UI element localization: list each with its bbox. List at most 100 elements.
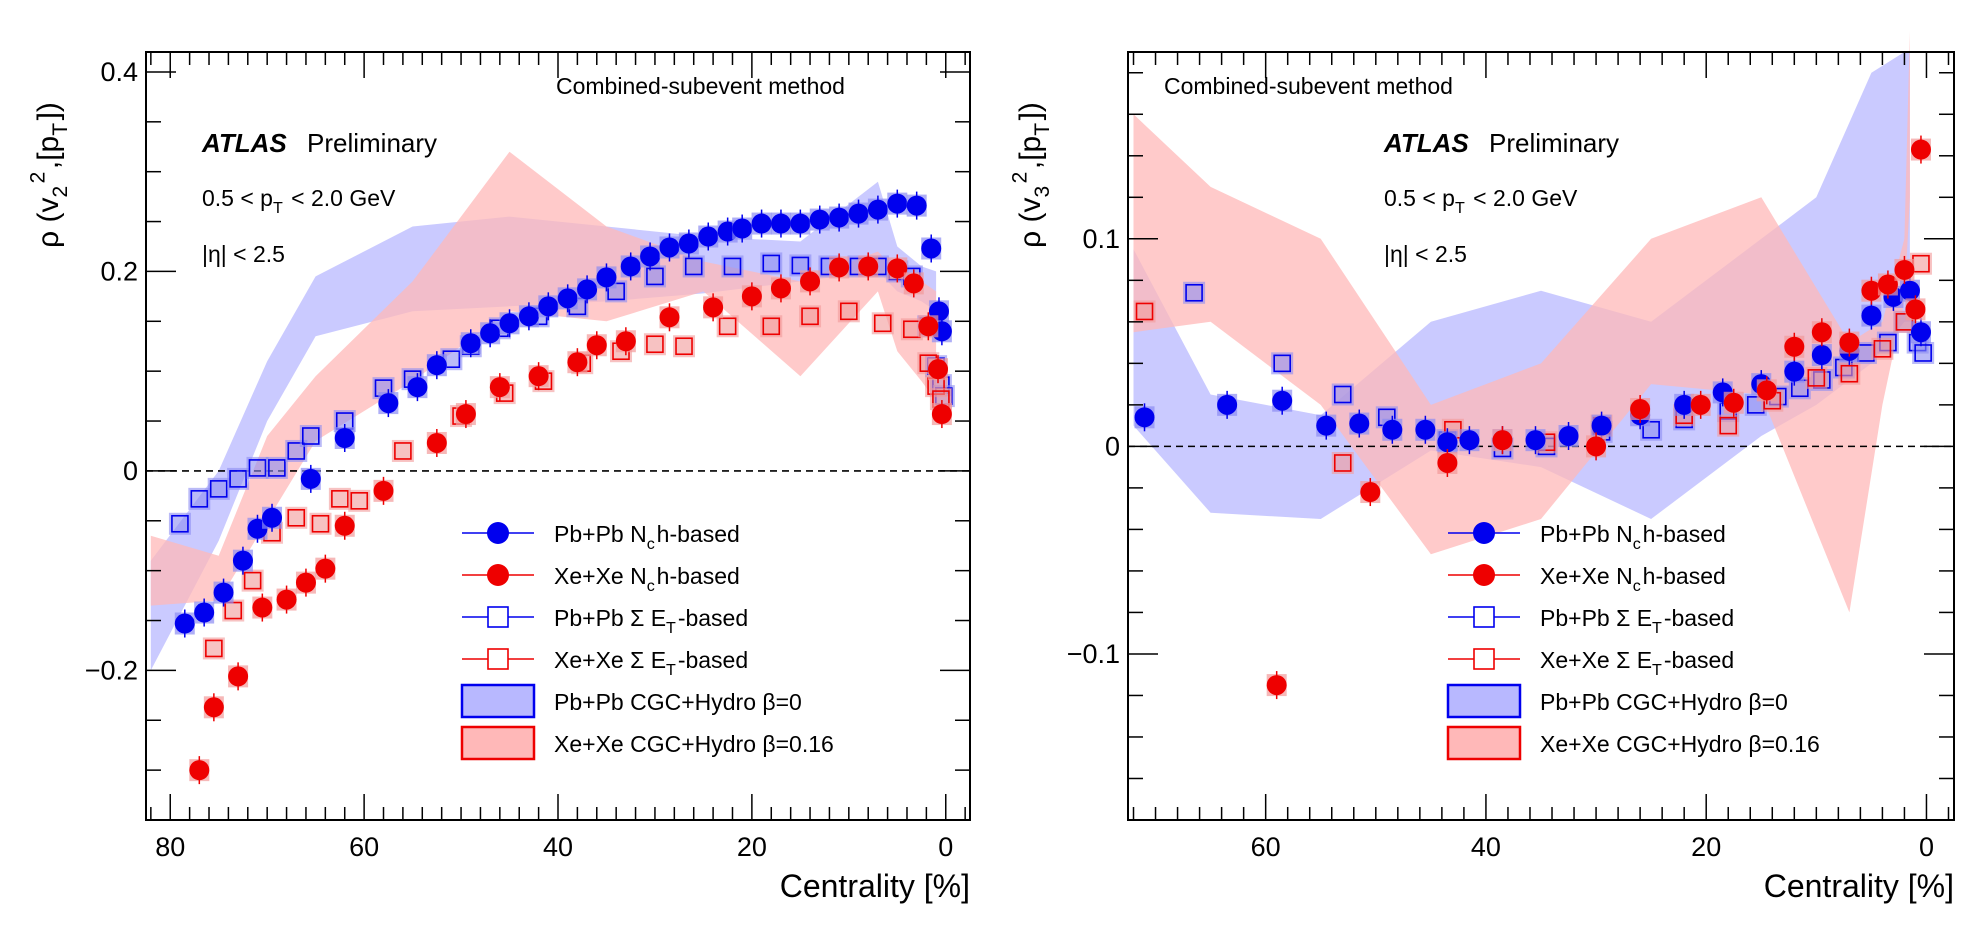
data-point (557, 288, 578, 309)
data-point (1756, 380, 1777, 401)
legend-entry: Pb+Pb CGC+Hydro β=0 (460, 683, 802, 719)
plot-frame-v3 (1127, 51, 1955, 821)
band-xexe (1133, 31, 1910, 613)
legend-v2: Pb+Pb Nc h-based Xe+Xe Nc h-based Pb+Pb Σ … (460, 521, 834, 761)
data-point (295, 572, 316, 593)
data-point (378, 393, 399, 414)
data-point (315, 558, 336, 579)
syst-box (207, 477, 230, 500)
syst-box (1717, 414, 1740, 437)
data-point (1630, 399, 1651, 420)
legend-label: Xe+Xe Σ ET -based (554, 647, 748, 679)
data-point (1382, 419, 1403, 440)
legend-label: Xe+Xe CGC+Hydro β=0.16 (554, 731, 834, 757)
x-tick-label: 40 (1471, 832, 1501, 862)
data-point (1899, 280, 1920, 301)
data-point (840, 302, 858, 321)
tick-labels-v3: 60 40 20 0 −0.1 0 0.1 (1067, 224, 1934, 862)
syst-box (643, 265, 666, 288)
data-point (1905, 299, 1926, 320)
data-point (858, 256, 879, 277)
legend-entry: Xe+Xe Nc h-based (1448, 563, 1726, 595)
syst-box (285, 506, 308, 529)
data-point (567, 352, 588, 373)
data-point (751, 213, 772, 234)
data-point (848, 203, 869, 224)
data-point (1873, 340, 1892, 358)
x-tick-label: 80 (155, 832, 185, 862)
data-point (640, 246, 661, 267)
data-point (1839, 332, 1860, 353)
syst-box (227, 467, 250, 490)
method-label: Combined-subevent method (556, 73, 845, 99)
data-point (903, 273, 924, 294)
y-tick-label: 0 (1105, 431, 1120, 461)
syst-box (1331, 383, 1354, 406)
syst-box (1183, 281, 1206, 304)
legend-label: Xe+Xe Nc h-based (554, 563, 740, 595)
legend-label: Xe+Xe Nc h-based (1540, 563, 1726, 595)
data-point (407, 377, 428, 398)
band-xexe (150, 151, 937, 606)
atlas-label: ATLAS (201, 128, 287, 158)
data-point (1690, 394, 1711, 415)
data-point (596, 267, 617, 288)
syst-box (760, 252, 783, 275)
syst-box (328, 487, 351, 510)
legend-label: Pb+Pb CGC+Hydro β=0 (554, 689, 802, 715)
data-point (1134, 407, 1155, 428)
data-point (1415, 419, 1436, 440)
syst-box (721, 255, 744, 278)
data-point (228, 666, 249, 687)
legend-entry: Xe+Xe Σ ET -based (1448, 647, 1734, 679)
eta-range-label: |η| < 2.5 (1384, 241, 1467, 267)
syst-box (265, 456, 288, 479)
data-point (426, 355, 447, 376)
data-point (1719, 416, 1738, 435)
data-point (646, 335, 664, 354)
data-point (1525, 430, 1546, 451)
syst-box (1909, 252, 1932, 275)
data-point (887, 258, 908, 279)
data-point (1333, 454, 1352, 472)
panel-v3: 60 40 20 0 −0.1 0 0.1 Combined-subevent method… (1009, 31, 1955, 904)
ticks-v3 (1128, 52, 1954, 821)
data-point (205, 639, 223, 658)
syst-box (1271, 352, 1294, 375)
data-point (675, 337, 693, 356)
data-point (262, 507, 283, 528)
data-point (174, 613, 195, 634)
data-point (1674, 394, 1695, 415)
syst-box (1133, 300, 1156, 323)
data-point (229, 470, 247, 488)
data-point (1266, 675, 1287, 696)
data-point (1910, 322, 1931, 343)
points-v3 (1133, 135, 1935, 700)
data-point (921, 238, 942, 259)
data-point (252, 597, 273, 618)
data-point (489, 377, 510, 398)
data-point (1894, 259, 1915, 280)
y-tick-label: 0 (123, 456, 138, 486)
legend-label: Pb+Pb CGC+Hydro β=0 (1540, 689, 1788, 715)
points-v2 (168, 189, 955, 785)
data-point (1784, 361, 1805, 382)
data-point (300, 468, 321, 489)
data-point (1217, 394, 1238, 415)
syst-box (309, 512, 332, 535)
preliminary-label: Preliminary (307, 128, 437, 158)
method-label: Combined-subevent method (1164, 73, 1453, 99)
syst-box (871, 312, 894, 335)
data-point (703, 297, 724, 318)
data-point (1437, 452, 1458, 473)
syst-box (760, 315, 783, 338)
x-tick-label: 0 (1919, 832, 1934, 862)
syst-box (168, 512, 191, 535)
ticks-v2 (146, 52, 970, 820)
legend-entry: Pb+Pb Σ ET -based (1448, 605, 1734, 637)
data-point (718, 317, 737, 336)
data-point (331, 490, 349, 508)
data-point (659, 237, 680, 258)
data-point (723, 257, 742, 276)
y-tick-label: −0.2 (85, 655, 138, 685)
